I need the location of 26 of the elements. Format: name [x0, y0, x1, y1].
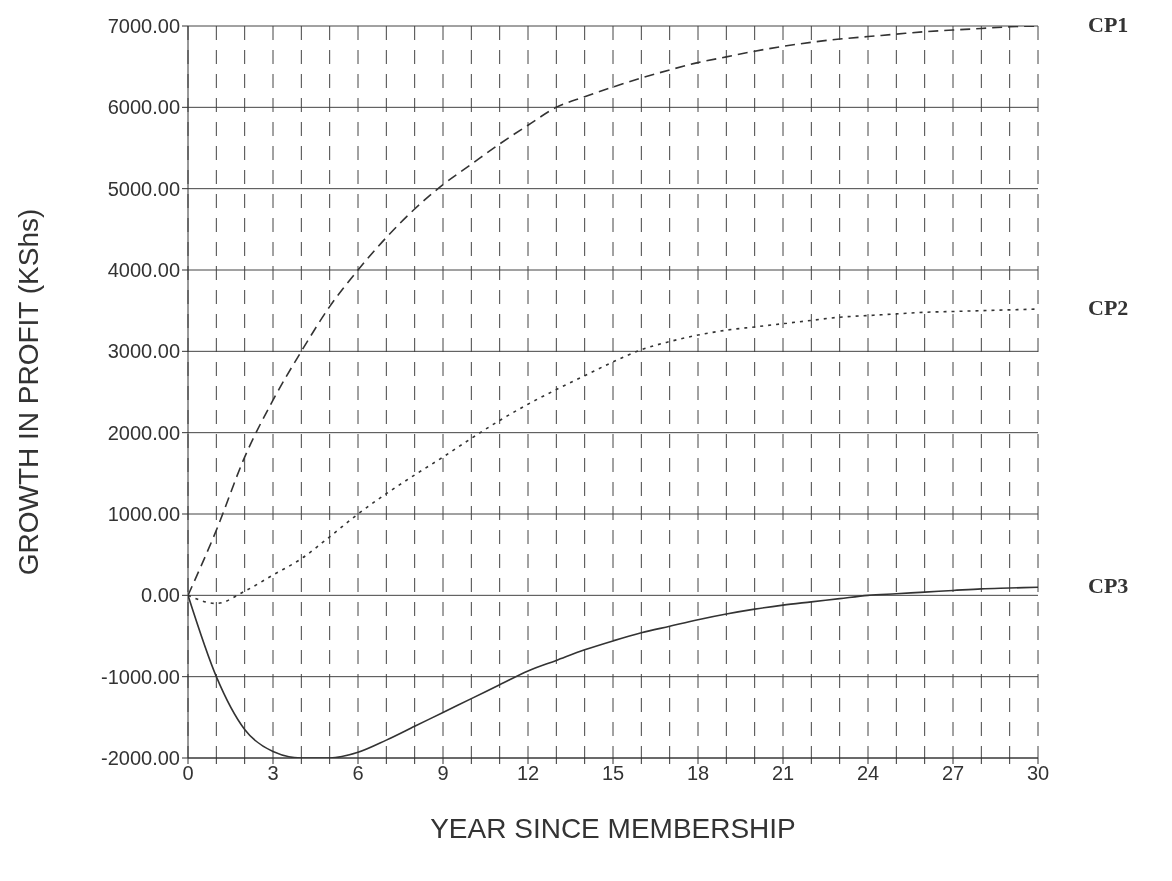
- text: CP1: [1088, 12, 1129, 37]
- x-tick-label: 12: [516, 762, 540, 785]
- x-tick-label: 3: [267, 762, 279, 785]
- y-axis-title: GROWTH IN PROFIT (KShs): [12, 208, 44, 576]
- y-tick-label: 7000.00: [107, 15, 180, 38]
- x-axis-title: YEAR SINCE MEMBERSHIP: [430, 813, 796, 844]
- y-tick-label: 3000.00: [107, 340, 180, 363]
- x-tick-label: 30: [1026, 762, 1050, 785]
- y-tick-label: 0.00: [141, 584, 180, 607]
- x-tick-label: 27: [941, 762, 965, 785]
- x-tick-label: 18: [686, 762, 710, 785]
- x-tick-label: 6: [352, 762, 364, 785]
- x-tick-label: 9: [437, 762, 449, 785]
- y-tick-label: -2000.00: [101, 747, 180, 770]
- y-tick-label: 5000.00: [107, 177, 180, 200]
- text: CP2: [1088, 295, 1129, 321]
- y-tick-label: 1000.00: [107, 503, 180, 526]
- y-tick-label: -1000.00: [101, 665, 180, 688]
- text: CP3: [1088, 573, 1129, 599]
- x-tick-label: 0: [182, 762, 194, 785]
- y-tick-label: 6000.00: [107, 96, 180, 119]
- x-tick-label: 24: [856, 762, 880, 785]
- x-tick-label: 21: [771, 762, 795, 785]
- y-tick-label: 2000.00: [107, 421, 180, 444]
- x-tick-label: 15: [601, 762, 625, 785]
- y-tick-label: 4000.00: [107, 259, 180, 282]
